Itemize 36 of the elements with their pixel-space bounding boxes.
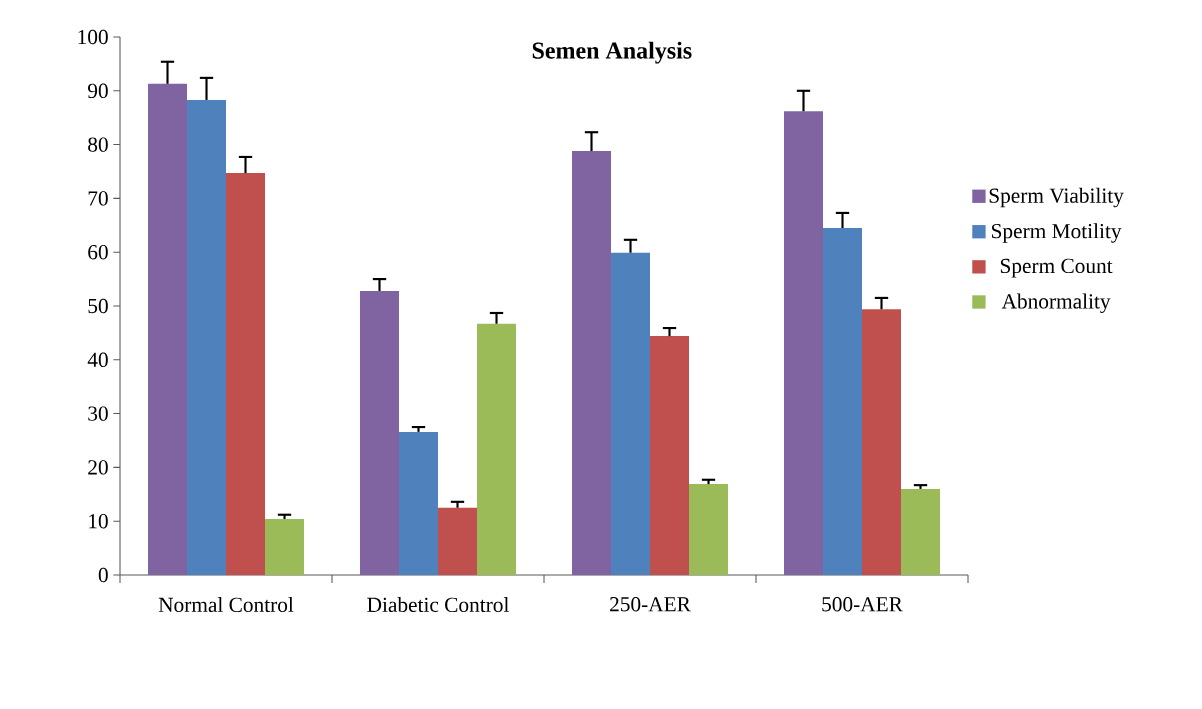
bar <box>784 111 823 575</box>
bar <box>862 309 901 575</box>
y-tick-label: 80 <box>88 137 108 152</box>
bar <box>360 290 400 575</box>
y-tick-label: 30 <box>88 406 108 421</box>
legend-label: Sperm Viability <box>989 187 1124 208</box>
y-tick-label: 50 <box>88 298 108 314</box>
legend-label: Abnormality <box>1001 293 1111 313</box>
legend-label: Sperm Motility <box>992 223 1122 243</box>
legend-label: Sperm Count <box>1000 258 1113 278</box>
chart-title: Semen Analysis <box>532 41 692 64</box>
bar <box>901 488 940 575</box>
x-tick-label: 250-AER <box>610 597 691 612</box>
y-tick-label: 20 <box>88 460 108 475</box>
y-tick-label: 10 <box>89 514 108 529</box>
bar <box>477 323 517 575</box>
x-tick-label: 500-AER <box>822 597 903 612</box>
y-tick-label: 90 <box>87 83 108 98</box>
bar <box>148 83 188 575</box>
bar <box>226 173 266 575</box>
bar <box>823 227 862 575</box>
y-tick-label: 100 <box>78 29 108 45</box>
bar <box>438 507 478 575</box>
bar <box>399 431 439 575</box>
y-tick-label: 40 <box>87 352 108 367</box>
y-tick-label: 70 <box>88 191 108 206</box>
bar <box>572 151 612 575</box>
bar <box>689 484 729 575</box>
bar <box>265 519 305 575</box>
x-tick-label: Normal Control <box>158 597 294 613</box>
y-tick-label: 60 <box>88 245 108 260</box>
x-tick-label: Diabetic Control <box>367 597 509 613</box>
bar <box>650 336 690 575</box>
bar <box>187 99 227 575</box>
y-tick-label: 0 <box>98 567 108 583</box>
bar <box>611 252 651 575</box>
